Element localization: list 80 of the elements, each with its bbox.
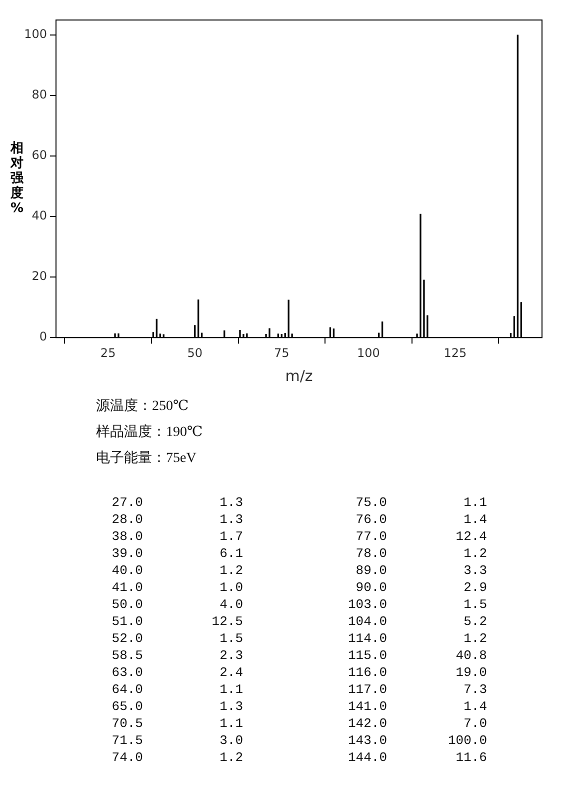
y-axis-title: 相对强度%: [10, 141, 24, 216]
category-label: 63.0: [110, 664, 143, 681]
category-label: 65.0: [110, 698, 143, 715]
y-tick-label: 80: [32, 88, 47, 102]
y-tick-label: 40: [32, 208, 47, 223]
category-label: 143.0: [346, 732, 387, 749]
data-label: 1.1: [218, 715, 243, 732]
category-label: 115.0: [346, 647, 387, 664]
category-label: 89.0: [354, 562, 387, 579]
data-label: 1.2: [218, 562, 243, 579]
y-tick-label: 20: [32, 269, 47, 284]
category-label: 78.0: [354, 545, 387, 562]
data-label: 1.3: [218, 698, 243, 715]
category-label: 51.0: [110, 613, 143, 630]
data-label: 3.0: [218, 732, 243, 749]
data-label: 12.5: [210, 613, 243, 630]
x-tick-label: 50: [187, 346, 202, 360]
data-label: 7.3: [462, 681, 487, 698]
category-label: 64.0: [110, 681, 143, 698]
data-label: 3.3: [462, 562, 487, 579]
y-tick-label: 60: [32, 148, 47, 162]
data-label: 19.0: [454, 664, 487, 681]
category-label: 41.0: [110, 579, 143, 596]
data-label: 1.0: [218, 579, 243, 596]
category-label: 144.0: [346, 749, 387, 766]
data-label: 1.3: [218, 494, 243, 511]
data-label: 1.4: [462, 698, 487, 715]
category-label: 27.0: [110, 494, 143, 511]
category-label: 50.0: [110, 596, 143, 613]
x-tick-label: 100: [356, 346, 380, 360]
category-label: 116.0: [346, 664, 387, 681]
text: 样品温度：190℃: [96, 423, 204, 442]
data-label: 1.3: [218, 511, 243, 528]
y-tick-label: 100: [24, 27, 47, 42]
category-label: 77.0: [354, 528, 387, 545]
category-label: 142.0: [346, 715, 387, 732]
data-label: 5.2: [462, 613, 487, 630]
data-label: 100.0: [446, 732, 487, 749]
x-axis-title: m/z: [285, 366, 313, 385]
data-label: 2.9: [462, 579, 487, 596]
x-tick-label: 75: [274, 346, 290, 360]
data-label: 1.5: [218, 630, 243, 647]
category-label: 39.0: [110, 545, 143, 562]
text: 源温度：250℃: [96, 397, 190, 416]
data-label: 1.2: [462, 630, 487, 647]
data-label: 40.8: [454, 647, 487, 664]
category-label: 141.0: [346, 698, 387, 715]
data-label: 4.0: [218, 596, 243, 613]
data-label: 1.5: [462, 596, 487, 613]
category-label: 38.0: [110, 528, 143, 545]
category-label: 71.5: [110, 732, 143, 749]
category-label: 74.0: [110, 749, 143, 766]
category-label: 70.5: [110, 715, 143, 732]
data-label: 7.0: [462, 715, 487, 732]
data-label: 1.7: [218, 528, 243, 545]
category-label: 28.0: [110, 511, 143, 528]
category-label: 40.0: [110, 562, 143, 579]
data-label: 1.1: [462, 494, 487, 511]
data-label: 12.4: [454, 528, 487, 545]
category-label: 114.0: [346, 630, 387, 647]
category-label: 58.5: [110, 647, 143, 664]
data-label: 1.2: [218, 749, 243, 766]
x-tick-label: 25: [100, 346, 116, 360]
category-label: 90.0: [354, 579, 387, 596]
category-label: 117.0: [346, 681, 387, 698]
data-label: 1.4: [462, 511, 487, 528]
text: 电子能量：75eV: [96, 450, 198, 468]
category-label: 104.0: [346, 613, 387, 630]
data-label: 2.3: [218, 647, 243, 664]
category-label: 75.0: [354, 494, 387, 511]
data-label: 6.1: [218, 545, 243, 562]
category-label: 76.0: [354, 511, 387, 528]
y-tick-label: 0: [39, 330, 47, 344]
data-label: 1.2: [462, 545, 487, 562]
category-label: 103.0: [346, 596, 387, 613]
data-label: 2.4: [218, 664, 243, 681]
category-label: 52.0: [110, 630, 143, 647]
x-tick-label: 125: [444, 346, 467, 360]
data-label: 11.6: [454, 749, 487, 766]
data-label: 1.1: [218, 681, 243, 698]
